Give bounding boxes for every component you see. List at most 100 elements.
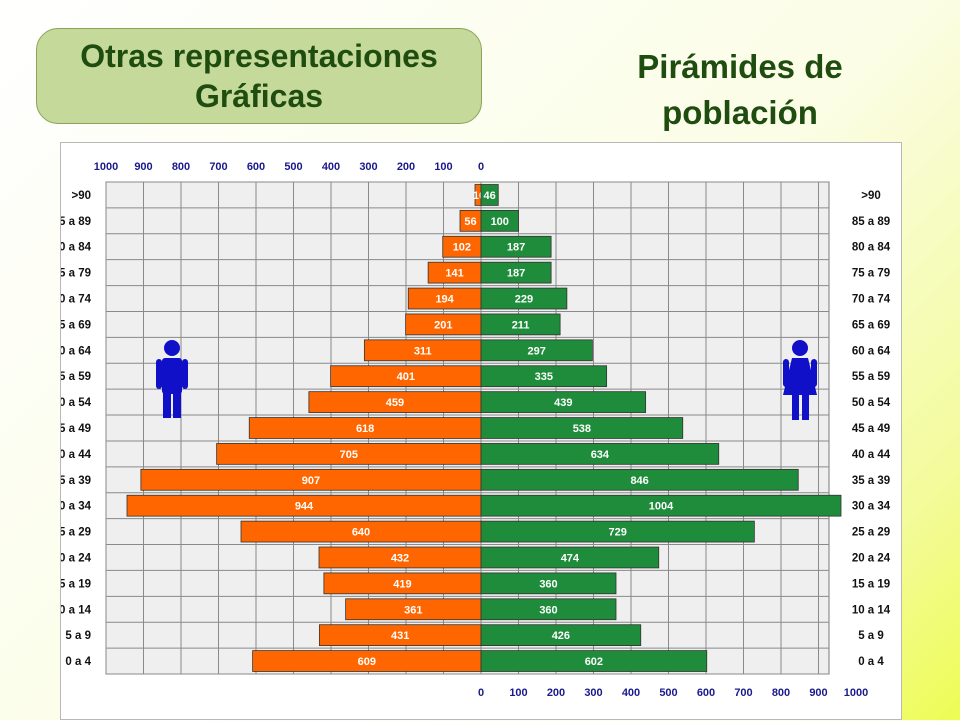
category-label-right: 30 a 34 <box>852 501 891 513</box>
female-value-label: 426 <box>552 630 570 642</box>
category-label-left: 55 a 59 <box>61 371 91 383</box>
male-value-label: 431 <box>391 630 409 642</box>
x-tick-top: 800 <box>172 161 190 173</box>
category-label-right: 15 a 19 <box>852 578 890 590</box>
male-value-label: 311 <box>414 345 432 357</box>
female-value-label: 846 <box>630 475 648 487</box>
x-tick-bottom: 0 <box>478 687 484 699</box>
male-value-label: 419 <box>393 578 411 590</box>
female-bar <box>480 417 684 439</box>
x-tick-top: 1000 <box>94 161 118 173</box>
male-value-label: 640 <box>352 527 370 539</box>
x-tick-bottom: 500 <box>659 687 677 699</box>
x-tick-top: 900 <box>134 161 152 173</box>
subtitle-line-2: población <box>662 94 818 131</box>
female-bar <box>480 235 552 258</box>
category-label-left: 25 a 29 <box>61 527 91 539</box>
female-bar <box>480 624 642 647</box>
category-label-left: 50 a 54 <box>61 397 92 409</box>
female-value-label: 100 <box>491 216 509 228</box>
x-tick-top: 500 <box>284 161 302 173</box>
x-tick-bottom: 1000 <box>844 687 868 699</box>
female-value-label: 46 <box>484 190 496 202</box>
category-label-right: 40 a 44 <box>852 449 891 461</box>
category-label-left: 75 a 79 <box>61 268 91 280</box>
female-bar <box>480 391 647 413</box>
category-label-left: >90 <box>71 190 91 202</box>
category-label-left: 80 a 84 <box>61 242 92 254</box>
x-tick-bottom: 900 <box>809 687 827 699</box>
female-value-label: 187 <box>507 242 525 254</box>
female-bar <box>480 339 593 362</box>
male-value-label: 459 <box>386 397 404 409</box>
category-label-right: 45 a 49 <box>852 423 890 435</box>
female-bar <box>480 209 519 232</box>
x-tick-bottom: 300 <box>584 687 602 699</box>
category-label-right: 85 a 89 <box>852 216 890 228</box>
category-label-right: 65 a 69 <box>852 319 890 331</box>
female-value-label: 1004 <box>649 501 674 513</box>
male-value-label: 401 <box>397 371 415 383</box>
category-label-right: 50 a 54 <box>852 397 891 409</box>
x-tick-top: 400 <box>322 161 340 173</box>
category-label-right: 10 a 14 <box>852 604 891 616</box>
x-tick-bottom: 100 <box>509 687 527 699</box>
category-label-left: 70 a 74 <box>61 294 92 306</box>
male-value-label: 618 <box>356 423 374 435</box>
female-bar <box>480 546 660 569</box>
x-tick-top: 300 <box>359 161 377 173</box>
x-tick-bottom: 600 <box>697 687 715 699</box>
category-label-left: 0 a 4 <box>65 656 91 668</box>
x-tick-top: 100 <box>434 161 452 173</box>
female-value-label: 297 <box>528 345 546 357</box>
category-label-right: 75 a 79 <box>852 268 890 280</box>
category-label-right: 70 a 74 <box>852 294 891 306</box>
female-value-label: 729 <box>609 527 627 539</box>
female-bar <box>480 520 755 543</box>
category-label-left: 40 a 44 <box>61 449 92 461</box>
x-tick-top: 200 <box>397 161 415 173</box>
male-value-label: 907 <box>302 475 320 487</box>
female-value-label: 229 <box>515 294 533 306</box>
female-bar <box>480 365 608 388</box>
category-label-right: 0 a 4 <box>858 656 884 668</box>
male-value-label: 944 <box>295 501 314 513</box>
category-label-left: 45 a 49 <box>61 423 91 435</box>
female-bar <box>480 287 568 310</box>
category-label-left: 20 a 24 <box>61 552 92 564</box>
female-value-label: 335 <box>535 371 553 383</box>
title-line-2: Gráficas <box>194 78 324 114</box>
population-pyramid-chart: 1000 900 800 700 600 500 400 300 200 100 0 0 100 200 3… <box>61 161 891 699</box>
male-figure-icon <box>156 340 188 418</box>
category-label-right: 80 a 84 <box>852 242 891 254</box>
x-tick-top: 700 <box>209 161 227 173</box>
category-label-left: 15 a 19 <box>61 578 91 590</box>
female-value-label: 538 <box>573 423 591 435</box>
female-value-label: 602 <box>585 656 603 668</box>
x-tick-bottom: 400 <box>622 687 640 699</box>
male-value-label: 705 <box>340 449 358 461</box>
male-value-label: 361 <box>404 604 422 616</box>
x-tick-bottom: 200 <box>547 687 565 699</box>
category-label-left: 5 a 9 <box>65 630 91 642</box>
female-bar <box>480 572 617 595</box>
male-value-label: 609 <box>358 656 376 668</box>
male-value-label: 56 <box>464 216 476 228</box>
x-tick-bottom: 700 <box>734 687 752 699</box>
female-bar <box>480 443 720 465</box>
female-value-label: 211 <box>512 319 530 331</box>
male-value-label: 102 <box>453 242 471 254</box>
female-bar <box>480 494 842 517</box>
category-label-left: 65 a 69 <box>61 319 91 331</box>
female-bar <box>480 261 552 284</box>
x-tick-bottom: 800 <box>772 687 790 699</box>
chart-panel: 1000 900 800 700 600 500 400 300 200 100 0 0 100 200 3… <box>60 142 902 720</box>
male-value-label: 194 <box>435 294 454 306</box>
male-value-label: 432 <box>391 552 409 564</box>
category-label-right: 5 a 9 <box>858 630 884 642</box>
female-value-label: 439 <box>554 397 572 409</box>
subtitle-line-1: Pirámides de <box>637 48 843 85</box>
female-value-label: 360 <box>539 604 557 616</box>
category-label-right: 25 a 29 <box>852 527 890 539</box>
male-value-label: 201 <box>434 319 452 331</box>
